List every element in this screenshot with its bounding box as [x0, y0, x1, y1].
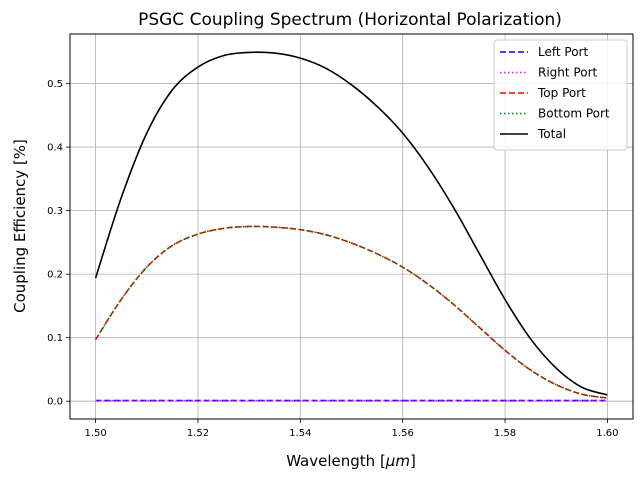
- legend-label: Top Port: [537, 86, 586, 100]
- y-tick-label: 0.1: [47, 333, 63, 344]
- series-line-total: [94, 51, 608, 396]
- x-tick-label: 1.60: [596, 428, 618, 439]
- x-tick-label: 1.50: [84, 428, 106, 439]
- series-layer: [94, 51, 608, 402]
- y-axis: 0.0 0.1 0.2 0.3 0.4 0.5: [47, 79, 70, 408]
- y-tick-label: 0.2: [47, 270, 63, 281]
- x-tick-label: 1.54: [289, 428, 311, 439]
- plot-frame: [69, 33, 634, 420]
- y-tick-label: 0.3: [47, 206, 63, 217]
- x-axis-label-suffix: ]: [410, 452, 416, 470]
- x-tick-label: 1.56: [392, 428, 414, 439]
- legend: Left Port Right Port Top Port Bottom Port To…: [493, 39, 628, 151]
- y-tick-label: 0.5: [47, 79, 63, 90]
- legend-box: [493, 39, 628, 151]
- legend-label: Total: [537, 127, 566, 141]
- x-axis-label-unit: μm: [385, 452, 410, 470]
- y-tick-label: 0.0: [47, 397, 63, 408]
- x-axis-label-prefix: Wavelength [: [286, 452, 386, 470]
- chart-title: PSGC Coupling Spectrum (Horizontal Polar…: [138, 10, 562, 30]
- legend-label: Left Port: [538, 45, 588, 59]
- series-line-top-port: [94, 225, 608, 399]
- x-axis-label: Wavelength [μm]: [286, 452, 416, 470]
- x-tick-label: 1.58: [494, 428, 516, 439]
- x-axis: 1.50 1.52 1.54 1.56 1.58 1.60: [84, 419, 619, 439]
- y-axis-label: Coupling Efficiency [%]: [11, 139, 29, 313]
- y-tick-label: 0.4: [47, 143, 63, 154]
- x-tick-label: 1.52: [187, 428, 209, 439]
- legend-label: Right Port: [538, 66, 597, 80]
- legend-label: Bottom Port: [538, 107, 610, 121]
